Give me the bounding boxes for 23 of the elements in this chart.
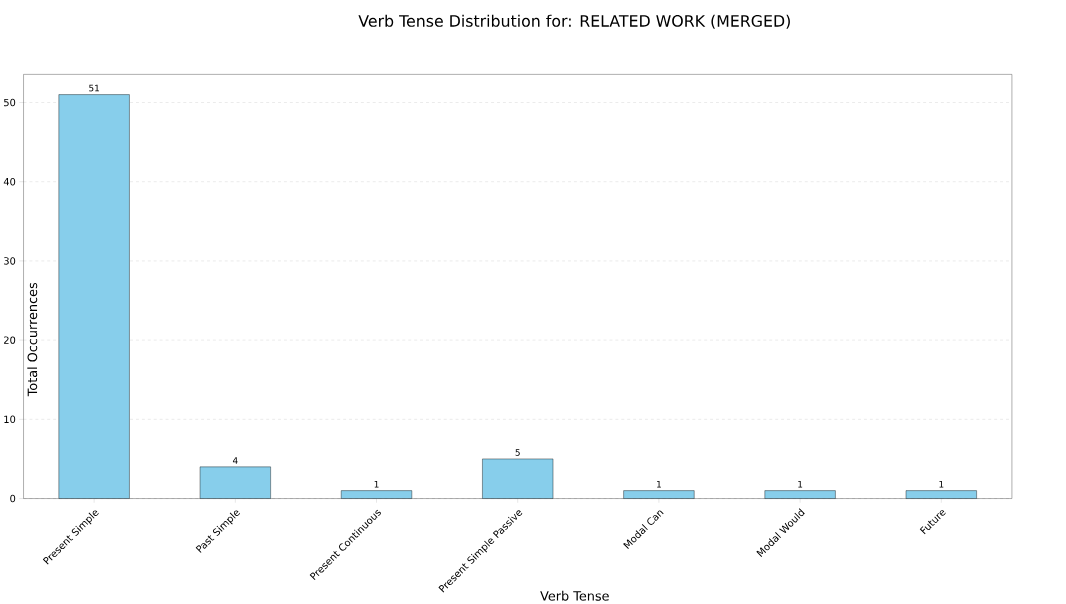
- data-label: 1: [939, 480, 944, 488]
- y-tick-label: 20: [4, 336, 16, 344]
- data-label: 1: [798, 480, 803, 488]
- y-tick-label: 0: [10, 494, 16, 503]
- bar: [764, 490, 836, 499]
- bar: [623, 490, 695, 499]
- y-tick-label: 30: [4, 257, 16, 265]
- y-tick-label: 50: [4, 98, 16, 107]
- y-tick-label: 40: [3, 177, 16, 186]
- y-tick-label: 10: [4, 415, 16, 424]
- bar: [482, 458, 554, 499]
- data-label: 5: [515, 449, 520, 456]
- bar: [341, 490, 413, 499]
- chart-title: Verb Tense Distribution for: RELATED WORK (MERGED): [358, 14, 790, 29]
- bar: [905, 490, 977, 499]
- data-label: 1: [374, 480, 379, 488]
- data-label: 51: [89, 84, 99, 92]
- y-axis-title: Total Occurrences: [27, 282, 38, 397]
- data-label: 1: [657, 480, 661, 488]
- data-label: 4: [232, 457, 238, 464]
- x-axis-title: Verb Tense: [540, 590, 609, 601]
- bar: [58, 94, 130, 499]
- bar: [199, 466, 271, 499]
